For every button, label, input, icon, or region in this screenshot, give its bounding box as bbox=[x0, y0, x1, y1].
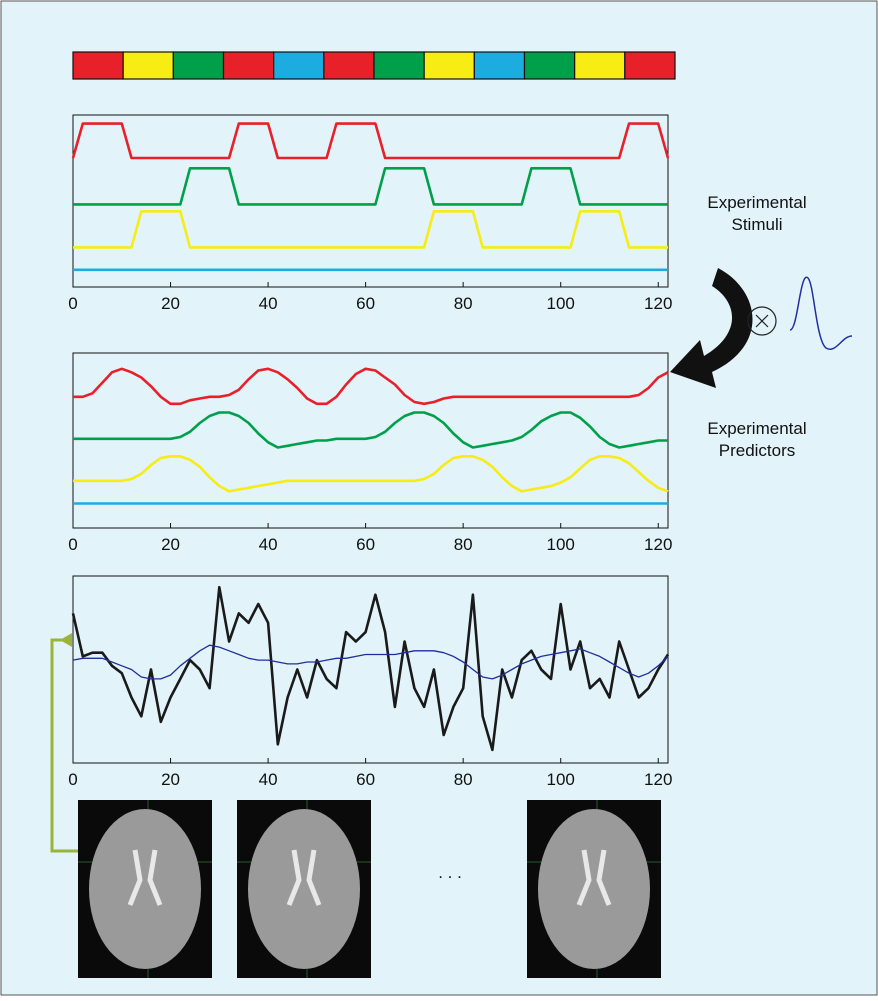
x-tick-label: 40 bbox=[259, 294, 278, 313]
x-tick-label: 100 bbox=[547, 294, 575, 313]
stimuli-label: Stimuli bbox=[731, 215, 782, 234]
figure: Experimental Stimuli Experimental Predic… bbox=[0, 0, 878, 996]
stimulus-block bbox=[625, 52, 675, 79]
brain bbox=[538, 809, 650, 969]
x-tick-label: 20 bbox=[161, 535, 180, 554]
x-tick-label: 100 bbox=[547, 535, 575, 554]
x-tick-label: 80 bbox=[454, 535, 473, 554]
brain-images bbox=[78, 800, 661, 978]
stimulus-block bbox=[424, 52, 474, 79]
x-tick-label: 0 bbox=[68, 535, 77, 554]
x-tick-label: 100 bbox=[547, 770, 575, 789]
x-tick-label: 120 bbox=[644, 294, 672, 313]
x-tick-label: 20 bbox=[161, 770, 180, 789]
x-tick-label: 60 bbox=[356, 294, 375, 313]
brain bbox=[89, 809, 201, 969]
stimulus-block bbox=[374, 52, 424, 79]
stimulus-block bbox=[73, 52, 123, 79]
x-tick-label: 40 bbox=[259, 770, 278, 789]
brain bbox=[248, 809, 360, 969]
stimuli-label: Experimental bbox=[707, 193, 806, 212]
x-tick-label: 120 bbox=[644, 770, 672, 789]
x-tick-label: 0 bbox=[68, 770, 77, 789]
ellipsis: . . . bbox=[438, 863, 462, 882]
stimulus-block bbox=[525, 52, 575, 79]
stimulus-block bbox=[173, 52, 223, 79]
x-tick-label: 60 bbox=[356, 770, 375, 789]
stimulus-block bbox=[224, 52, 274, 79]
stimulus-block bbox=[474, 52, 524, 79]
x-tick-label: 60 bbox=[356, 535, 375, 554]
predictors-label: Predictors bbox=[719, 441, 796, 460]
x-tick-label: 20 bbox=[161, 294, 180, 313]
x-tick-label: 80 bbox=[454, 770, 473, 789]
x-tick-label: 120 bbox=[644, 535, 672, 554]
stimulus-block bbox=[324, 52, 374, 79]
stimulus-block bbox=[123, 52, 173, 79]
stimulus-block bbox=[575, 52, 625, 79]
x-tick-label: 80 bbox=[454, 294, 473, 313]
stimulus-block bbox=[274, 52, 324, 79]
x-tick-label: 40 bbox=[259, 535, 278, 554]
predictors-label: Experimental bbox=[707, 419, 806, 438]
x-tick-label: 0 bbox=[68, 294, 77, 313]
stimulus-bar bbox=[73, 52, 675, 79]
